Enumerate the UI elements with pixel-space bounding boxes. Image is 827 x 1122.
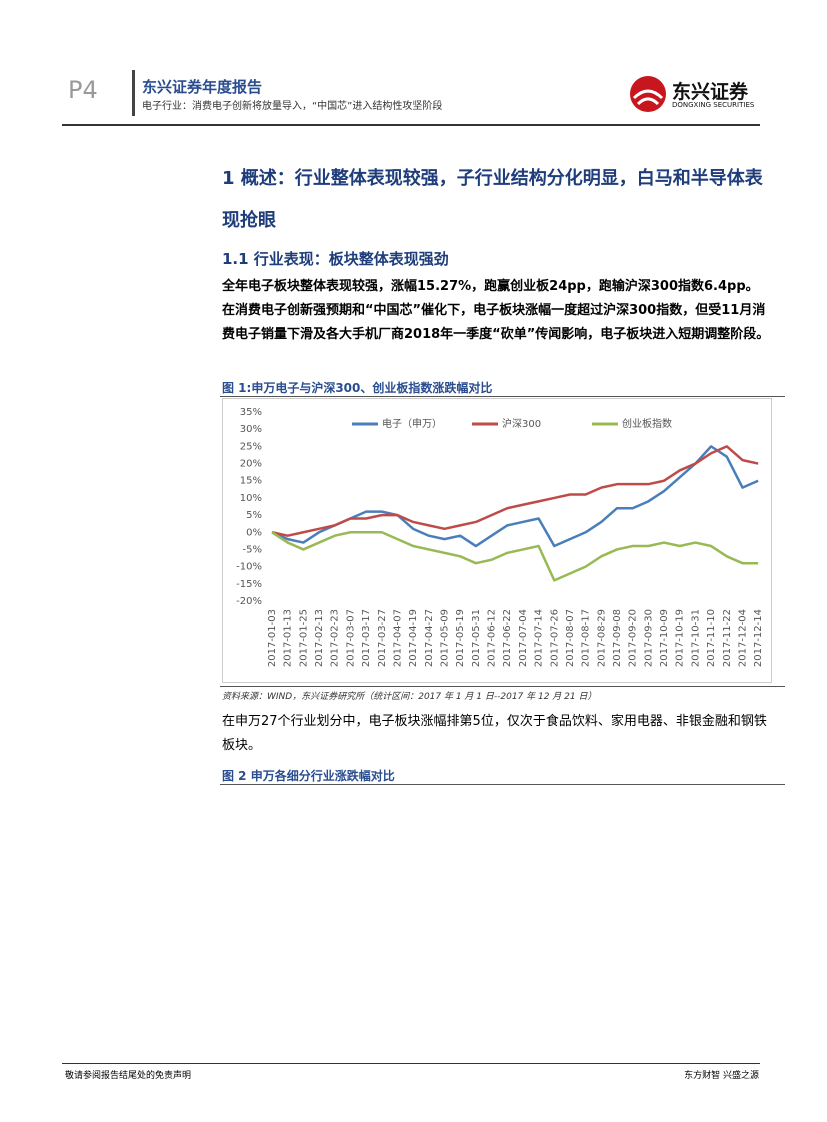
x-tick-label: 2017-09-08 <box>612 609 623 667</box>
chart: 35% 30% 25% 20% 15% 10% 5% 0% -5% -10% -15% -20% 201… <box>222 398 772 683</box>
footer-left: 敬请参阅报告结尾处的免责声明 <box>65 1071 192 1081</box>
report-subtitle: 电子行业：消费电子创新将放量导入，“中国芯”进入结构性攻坚阶段 <box>142 101 443 112</box>
x-tick-label: 2017-03-17 <box>361 609 372 667</box>
x-tick-label: 2017-11-10 <box>706 609 717 667</box>
y-tick-label: 15% <box>240 476 262 487</box>
x-tick-label: 2017-02-13 <box>314 609 325 667</box>
x-tick-label: 2017-05-09 <box>440 609 451 667</box>
x-tick-label: 2017-04-27 <box>424 609 435 667</box>
paragraph: 在申万27个行业划分中，电子板块涨幅排第5位，仅次于食品饮料、家用电器、非银金融… <box>222 714 767 753</box>
legend-label: 创业板指数 <box>622 417 672 430</box>
x-tick-label: 2017-10-31 <box>690 609 701 667</box>
source-rule <box>220 686 785 687</box>
y-tick-label: -10% <box>236 562 262 573</box>
x-tick-label: 2017-11-22 <box>722 609 733 667</box>
x-tick-label: 2017-08-17 <box>581 609 592 667</box>
x-tick-label: 2017-07-26 <box>549 609 560 667</box>
y-tick-label: 25% <box>240 441 262 452</box>
x-tick-label: 2017-01-13 <box>283 609 294 667</box>
logo-icon <box>630 76 666 112</box>
header-rule <box>62 124 760 126</box>
figure-source: 资料来源：WIND，东兴证券研究所（统计区间：2017 年 1 月 1 日--2… <box>222 692 597 702</box>
x-tick-label: 2017-10-09 <box>659 609 670 667</box>
y-tick-label: 10% <box>240 493 262 504</box>
x-tick-label: 2017-07-14 <box>534 609 545 667</box>
x-tick-label: 2017-05-19 <box>455 609 466 667</box>
caption-rule <box>220 784 785 785</box>
legend-label: 沪深300 <box>502 417 541 430</box>
footer-rule <box>62 1063 760 1064</box>
y-tick-label: -5% <box>243 544 262 555</box>
y-tick-label: -20% <box>236 596 262 607</box>
y-tick-label: 20% <box>240 459 262 470</box>
y-tick-label: -15% <box>236 579 262 590</box>
x-tick-label: 2017-12-04 <box>737 609 748 667</box>
x-tick-label: 2017-08-07 <box>565 609 576 667</box>
paragraph: 全年电子板块整体表现较强，涨幅15.27%，跑赢创业板24pp，跑输沪深300指… <box>222 279 770 342</box>
y-tick-label: 30% <box>240 424 262 435</box>
x-tick-label: 2017-07-04 <box>518 609 529 667</box>
line-series <box>271 531 759 582</box>
header-divider <box>132 70 135 116</box>
figure-caption: 图 1:申万电子与沪深300、创业板指数涨跌幅对比 <box>222 381 493 395</box>
x-tick-label: 2017-09-20 <box>628 609 639 667</box>
x-tick-label: 2017-02-23 <box>330 609 341 667</box>
x-tick-label: 2017-03-27 <box>377 609 388 667</box>
x-tick-label: 2017-06-12 <box>487 609 498 667</box>
x-tick-label: 2017-06-22 <box>502 609 513 667</box>
section-heading: 1 概述：行业整体表现较强，子行业结构分化明显，白马和半导体表现抢眼 <box>222 168 763 231</box>
logo-name: 东兴证券 <box>672 81 749 103</box>
y-tick-label: 35% <box>240 407 262 418</box>
x-tick-label: 2017-04-19 <box>408 609 419 667</box>
caption-rule <box>220 396 785 397</box>
figure-caption: 图 2 申万各细分行业涨跌幅对比 <box>222 769 395 783</box>
footer-right: 东方财智 兴盛之源 <box>684 1071 759 1081</box>
x-tick-label: 2017-01-03 <box>267 609 278 667</box>
y-tick-label: 0% <box>246 527 262 538</box>
x-tick-label: 2017-09-30 <box>643 609 654 667</box>
line-series <box>271 445 759 537</box>
x-tick-label: 2017-08-29 <box>596 609 607 667</box>
y-tick-label: 5% <box>246 510 262 521</box>
x-tick-label: 2017-12-14 <box>753 609 764 667</box>
page-number: P4 <box>68 76 98 104</box>
legend-label: 电子（申万） <box>382 417 442 430</box>
x-tick-label: 2017-04-07 <box>392 609 403 667</box>
report-title: 东兴证券年度报告 <box>142 78 263 96</box>
chart-frame <box>222 398 772 683</box>
sub-heading: 1.1 行业表现：板块整体表现强劲 <box>222 250 449 268</box>
x-tick-label: 2017-01-25 <box>298 609 309 667</box>
x-tick-label: 2017-10-19 <box>675 609 686 667</box>
x-tick-label: 2017-05-31 <box>471 609 482 667</box>
logo-en: DONGXING SECURITIES <box>672 101 755 109</box>
x-tick-label: 2017-03-07 <box>345 609 356 667</box>
